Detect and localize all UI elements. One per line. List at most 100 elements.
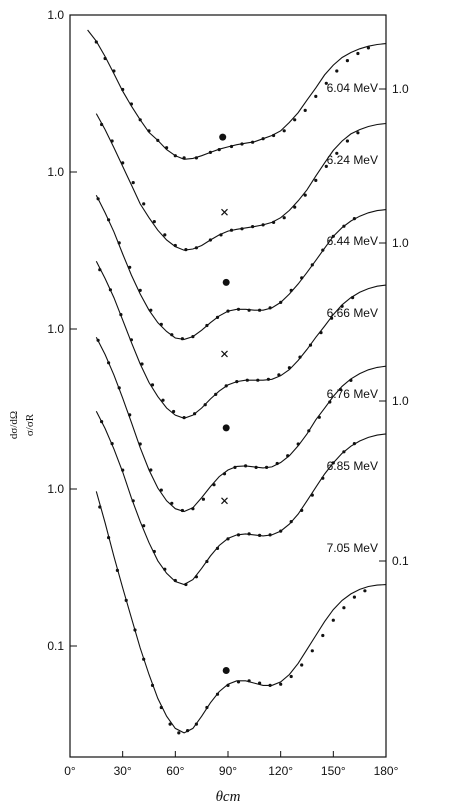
data-point: [131, 499, 135, 503]
highlight-dot-marker: [219, 133, 227, 141]
data-point: [258, 308, 262, 312]
highlight-dot-marker: [222, 278, 230, 286]
data-point: [222, 472, 227, 476]
data-point: [279, 300, 283, 304]
energy-label: 6.44 MeV: [327, 234, 378, 248]
data-point: [254, 465, 258, 469]
data-point: [251, 140, 255, 144]
energy-label: 6.24 MeV: [327, 153, 378, 167]
left-tick-label: 0.1: [47, 639, 64, 653]
data-point: [240, 142, 244, 146]
data-point: [261, 137, 265, 141]
data-point: [159, 488, 163, 492]
data-point: [268, 683, 272, 688]
data-point: [149, 308, 153, 312]
data-point: [275, 461, 279, 466]
energy-label: 6.04 MeV: [327, 81, 378, 95]
energy-label: 7.05 MeV: [327, 541, 378, 555]
data-point: [107, 218, 111, 222]
data-point: [194, 156, 198, 160]
data-point: [352, 217, 356, 221]
data-point: [235, 380, 239, 384]
fit-curve: [95, 491, 387, 734]
data-point: [287, 366, 291, 370]
data-point: [107, 536, 111, 540]
data-point: [331, 461, 335, 465]
x-tick-label: 60°: [166, 764, 184, 778]
data-point: [163, 233, 167, 237]
data-point: [182, 416, 186, 420]
right-tick-label: 0.1: [392, 554, 409, 568]
data-point: [212, 483, 216, 487]
data-point: [112, 69, 116, 73]
data-point: [128, 265, 132, 269]
data-point: [349, 378, 353, 382]
data-point: [203, 403, 207, 407]
x-axis-ticks: 0° 30° 60° 90° 120° 150° 180°: [64, 751, 399, 778]
data-point: [345, 59, 349, 63]
data-point: [128, 413, 132, 417]
data-point: [152, 549, 156, 554]
highlight-x-marker: [221, 350, 228, 358]
x-axis-title: θcm: [216, 789, 241, 805]
series-1: 6.04 MeV: [87, 29, 387, 160]
data-point: [193, 412, 197, 416]
energy-label: 6.85 MeV: [327, 459, 378, 473]
data-point: [191, 335, 195, 339]
data-point: [180, 337, 184, 341]
data-point: [226, 683, 230, 688]
data-point: [342, 450, 346, 454]
data-point: [303, 193, 307, 197]
data-point: [258, 681, 262, 685]
data-point: [194, 722, 198, 726]
data-point: [138, 288, 142, 292]
data-point: [338, 387, 342, 392]
data-point: [121, 468, 125, 472]
data-point: [258, 533, 262, 538]
data-point: [147, 129, 151, 133]
data-point: [266, 377, 270, 381]
data-point: [261, 223, 265, 227]
data-point: [331, 618, 335, 622]
series-4: 6.66 MeV: [95, 260, 387, 420]
data-point: [215, 692, 220, 696]
right-axis-labels: 1.0 1.0 1.0 0.1: [379, 82, 409, 568]
data-point: [236, 680, 241, 684]
data-point: [129, 338, 133, 342]
data-point: [279, 682, 283, 686]
data-point: [335, 151, 339, 155]
data-point: [282, 216, 286, 220]
data-point: [107, 361, 111, 365]
left-tick-label: 1.0: [47, 482, 64, 496]
data-point: [110, 442, 114, 446]
data-point: [224, 384, 228, 388]
data-point: [330, 316, 334, 320]
data-point: [98, 505, 102, 509]
data-point: [205, 559, 209, 564]
data-point: [300, 276, 304, 280]
data-point: [138, 442, 142, 446]
data-point: [356, 131, 360, 135]
x-tick-label: 180°: [374, 764, 399, 778]
data-point: [321, 248, 325, 252]
data-point: [331, 234, 335, 238]
left-tick-label: 1.0: [47, 322, 64, 336]
fit-curve: [95, 260, 387, 419]
data-point: [345, 139, 349, 143]
x-tick-label: 120°: [268, 764, 293, 778]
data-point: [150, 383, 155, 387]
highlight-x-marker: [221, 497, 228, 505]
data-point: [282, 129, 286, 133]
data-point: [303, 108, 307, 112]
data-point: [142, 202, 146, 206]
data-point: [108, 288, 112, 292]
plot-frame: [69, 14, 387, 758]
data-point: [117, 386, 121, 390]
data-point: [314, 178, 318, 182]
data-point: [236, 533, 241, 537]
y-axis-title: dσ/dΩ σ/σR: [8, 411, 36, 439]
data-point: [342, 224, 346, 228]
data-point: [314, 94, 318, 98]
data-point: [321, 633, 325, 638]
highlight-dot-marker: [222, 667, 230, 674]
